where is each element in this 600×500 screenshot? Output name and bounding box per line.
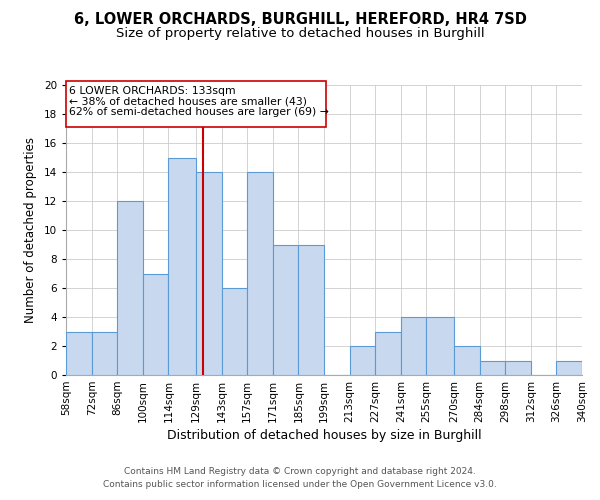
Bar [143,274,169,375]
Bar [247,172,273,375]
Bar [582,360,600,375]
Text: 6 LOWER ORCHARDS: 133sqm: 6 LOWER ORCHARDS: 133sqm [69,86,235,96]
Text: ← 38% of detached houses are smaller (43): ← 38% of detached houses are smaller (43… [69,96,307,106]
Text: Contains HM Land Registry data © Crown copyright and database right 2024.: Contains HM Land Registry data © Crown c… [124,467,476,476]
Bar [196,172,221,375]
Bar [298,244,324,375]
X-axis label: Distribution of detached houses by size in Burghill: Distribution of detached houses by size … [167,429,481,442]
Bar [479,360,505,375]
Bar [92,332,117,375]
Bar [375,332,401,375]
Bar [556,360,582,375]
Text: Contains public sector information licensed under the Open Government Licence v3: Contains public sector information licen… [103,480,497,489]
Bar [273,244,298,375]
Text: 6, LOWER ORCHARDS, BURGHILL, HEREFORD, HR4 7SD: 6, LOWER ORCHARDS, BURGHILL, HEREFORD, H… [74,12,526,28]
Bar [350,346,375,375]
Text: 62% of semi-detached houses are larger (69) →: 62% of semi-detached houses are larger (… [69,108,329,118]
Bar [117,201,143,375]
Bar [401,317,427,375]
Bar [169,158,196,375]
FancyBboxPatch shape [66,80,326,127]
Bar [505,360,531,375]
Bar [221,288,247,375]
Bar [427,317,454,375]
Bar [66,332,92,375]
Bar [454,346,479,375]
Text: Size of property relative to detached houses in Burghill: Size of property relative to detached ho… [116,28,484,40]
Y-axis label: Number of detached properties: Number of detached properties [24,137,37,323]
